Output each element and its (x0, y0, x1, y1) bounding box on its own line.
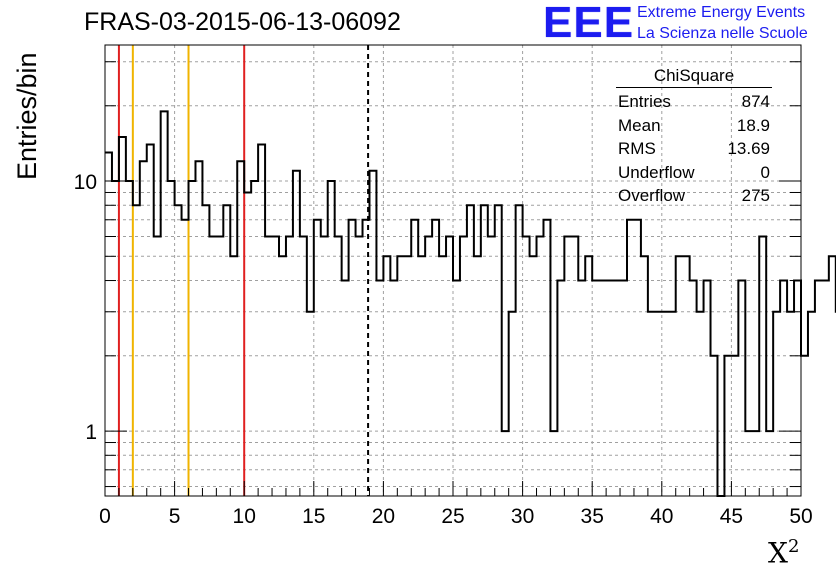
x-tick-label: 10 (233, 505, 256, 528)
stats-title: ChiSquare (616, 66, 772, 88)
x-axis-label-sup: 2 (787, 536, 800, 557)
x-tick-label: 25 (441, 505, 464, 528)
stats-value: 275 (741, 186, 770, 205)
x-axis-label: X2 (768, 536, 799, 569)
y-tick-label: 1 (85, 421, 97, 444)
eee-logo-line1: Extreme Energy Events (637, 4, 806, 21)
eee-logo-text: Extreme Energy Events La Scienza nelle S… (637, 2, 808, 44)
stats-label: Overflow (618, 186, 686, 205)
stats-label: Underflow (618, 162, 695, 182)
marker-lines (117, 45, 370, 496)
x-tick-label: 0 (99, 505, 111, 528)
x-tick-label: 15 (302, 505, 325, 528)
stats-box: ChiSquare Entries 874 Mean 18.9 RMS 13.69 Unde… (612, 66, 776, 208)
x-tick-label: 45 (720, 505, 743, 528)
stats-value: 874 (741, 92, 770, 111)
stats-row: Underflow 0 (612, 161, 776, 185)
stats-value: 13.69 (727, 139, 770, 158)
stats-value: 0 (760, 162, 770, 182)
y-tick-label: 10 (74, 171, 97, 194)
y-axis-label: Entries/bin (12, 52, 42, 180)
x-axis-label-base: X (768, 536, 788, 570)
histogram-line (105, 110, 836, 497)
stats-row: RMS 13.69 (612, 137, 776, 161)
stats-label: Entries (618, 92, 671, 111)
x-tick-label: 30 (511, 505, 534, 528)
stats-row: Overflow 275 (612, 184, 776, 208)
stats-label: RMS (618, 139, 656, 158)
chart-title: FRAS-03-2015-06-13-06092 (84, 8, 401, 36)
x-tick-label: 50 (789, 505, 812, 528)
eee-logo-line2: La Scienza nelle Scuole (637, 25, 808, 42)
x-tick-label: 20 (372, 505, 395, 528)
tick-labels: 0 5 10 15 20 25 30 35 40 45 50 1 10 (74, 171, 813, 528)
eee-logo: EEE (543, 0, 635, 47)
x-tick-label: 40 (650, 505, 673, 528)
x-tick-label: 35 (581, 505, 604, 528)
axis-ticks (104, 61, 802, 496)
stats-value: 18.9 (736, 115, 770, 135)
stats-row: Entries 874 (612, 90, 776, 114)
histogram-series (105, 110, 836, 497)
x-tick-label: 5 (169, 505, 181, 528)
stats-row: Mean 18.9 (612, 114, 776, 138)
stats-label: Mean (618, 115, 661, 135)
